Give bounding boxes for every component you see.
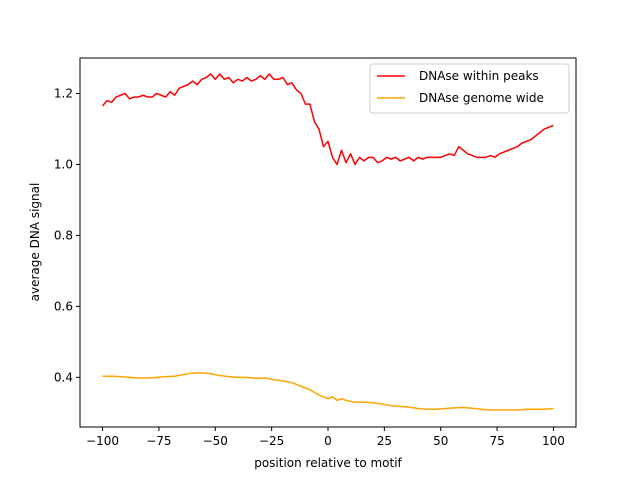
x-tick-label: −75 [146, 434, 171, 448]
legend-label-genome-wide: DNAse genome wide [419, 91, 544, 105]
y-axis-ticks: 0.4 0.6 0.8 1.0 1.2 [54, 86, 80, 384]
y-tick-label: 0.8 [54, 228, 73, 242]
x-tick-label: 50 [433, 434, 448, 448]
y-tick-label: 0.4 [54, 370, 73, 384]
x-tick-label: 25 [377, 434, 392, 448]
axes-background [80, 58, 576, 427]
legend-box [369, 63, 570, 114]
y-tick-label: 1.0 [54, 157, 73, 171]
y-tick-label: 0.6 [54, 299, 73, 313]
x-tick-label: 75 [489, 434, 504, 448]
x-tick-label: −25 [259, 434, 284, 448]
series-line-genome-wide [102, 371, 554, 411]
x-axis-ticks: −100 −75 −50 −25 0 25 50 75 100 [86, 427, 565, 448]
series-line-within-peaks [101, 73, 554, 166]
legend: DNAse within peaks DNAse genome wide [369, 63, 570, 114]
y-tick-label: 1.2 [54, 86, 73, 100]
x-tick-label: 100 [542, 434, 565, 448]
x-tick-label: 0 [324, 434, 332, 448]
plot-area: −100 −75 −50 −25 0 25 50 75 100 0.4 0.6 0.8 1.0 1.2 [54, 57, 577, 448]
x-tick-label: −100 [86, 434, 119, 448]
x-tick-label: −50 [203, 434, 228, 448]
series-layer [101, 73, 554, 411]
legend-label-within-peaks: DNAse within peaks [419, 69, 539, 83]
y-axis-label: average DNA signal [28, 183, 42, 302]
x-axis-label: position relative to motif [254, 456, 402, 470]
